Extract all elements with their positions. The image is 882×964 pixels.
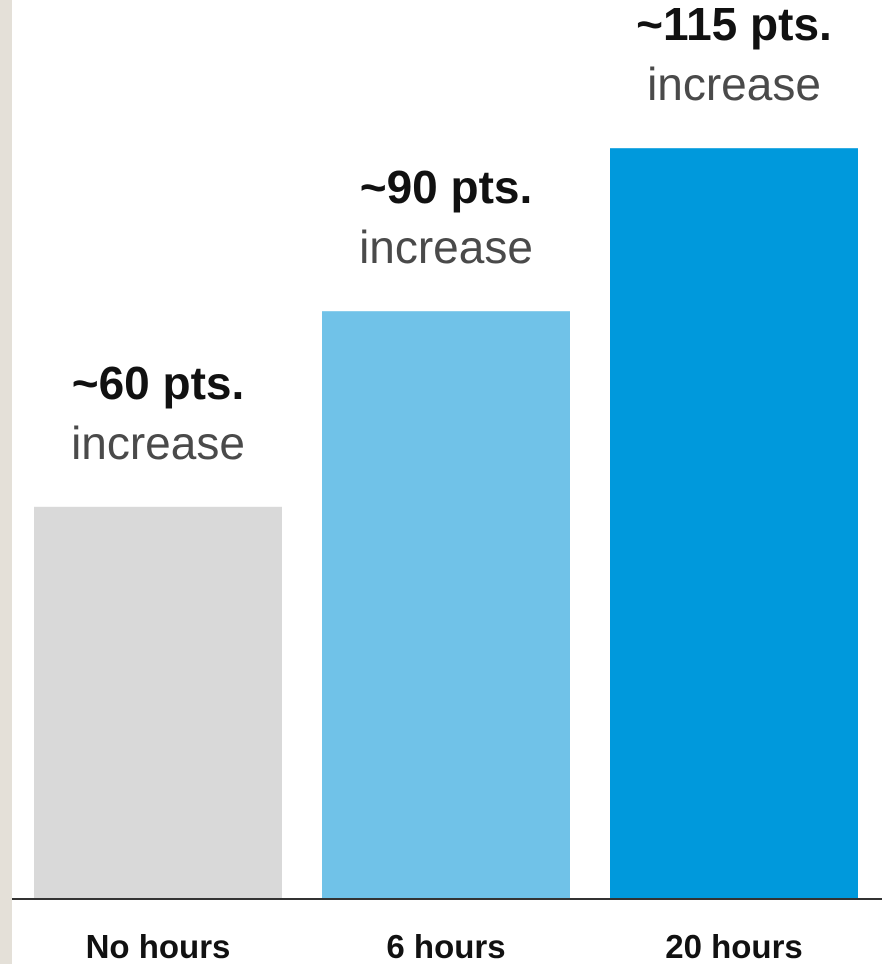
bar-2 (610, 148, 858, 898)
value-label-1: ~90 pts. (360, 161, 533, 213)
bars-group (34, 148, 858, 898)
value-labels-group: ~60 pts. increase ~90 pts. increase ~115 pts… (71, 0, 832, 469)
value-label-0: ~60 pts. (72, 357, 245, 409)
value-sublabel-0: increase (71, 417, 245, 469)
value-sublabel-1: increase (359, 221, 533, 273)
category-label-0: No hours (86, 928, 231, 964)
value-label-2: ~115 pts. (636, 0, 832, 50)
bar-0 (34, 506, 282, 898)
bar-1 (322, 311, 570, 898)
category-label-2: 20 hours (665, 928, 803, 964)
value-sublabel-2: increase (647, 58, 821, 110)
category-label-1: 6 hours (386, 928, 505, 964)
category-labels-group: No hours 6 hours 20 hours (86, 928, 803, 964)
